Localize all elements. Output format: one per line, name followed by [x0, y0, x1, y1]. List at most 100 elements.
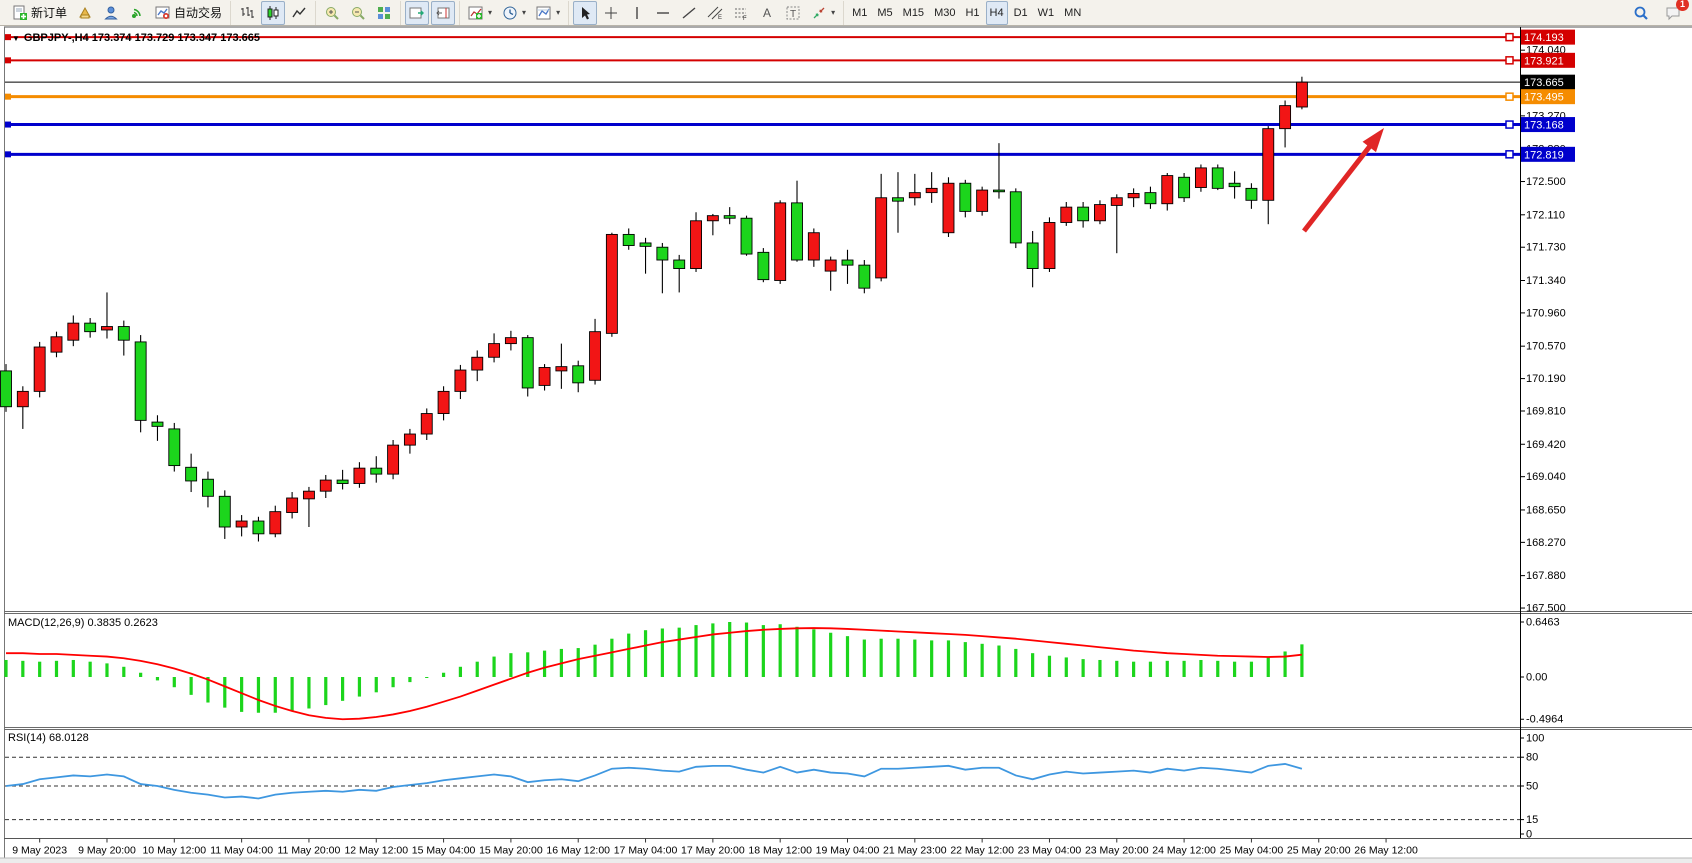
macd-histogram-bar [122, 666, 126, 677]
market-button[interactable] [73, 1, 97, 25]
macd-histogram-bar [660, 628, 664, 677]
timeframe-tf-m15[interactable]: M15 [899, 1, 928, 25]
equidistant-channel-button[interactable]: E [703, 1, 727, 25]
toolbar-right: 1 [1628, 0, 1689, 26]
annotation-arrow-head[interactable] [1362, 128, 1384, 153]
candle-body-bull [690, 220, 702, 269]
macd-histogram-bar [256, 677, 261, 713]
price-badge-label: 174.193 [1524, 32, 1564, 44]
text-button[interactable]: A [755, 1, 779, 25]
horizontal-line-button[interactable] [651, 1, 675, 25]
arrows-tool-dropdown-icon[interactable]: ▾ [831, 8, 836, 17]
price-tick-label: 170.570 [1526, 341, 1566, 353]
rsi-line [5, 763, 1303, 800]
auto-scroll-button[interactable] [405, 0, 430, 25]
price-tick-label: 172.500 [1526, 176, 1566, 188]
macd-histogram-bar [374, 677, 378, 693]
community-button[interactable] [99, 1, 123, 25]
macd-histogram-bar [526, 652, 530, 677]
indicators-button[interactable]: ▾ [464, 1, 496, 25]
zoom-in-button[interactable] [320, 1, 344, 25]
line-handle-right-173.495[interactable] [1505, 92, 1514, 101]
periods-dropdown-icon[interactable]: ▾ [522, 8, 527, 17]
templates-button[interactable]: ▾ [532, 1, 564, 25]
line-handle-right-172.819[interactable] [1505, 150, 1514, 159]
price-badge-label: 172.819 [1524, 149, 1564, 161]
timeframe-tf-m30[interactable]: M30 [930, 1, 959, 25]
price-badge [1521, 89, 1575, 105]
arrows-tool-button[interactable]: ▾ [807, 1, 839, 25]
arrows-tool-icon [811, 5, 827, 21]
macd-histogram-bar [307, 677, 311, 709]
signals-button[interactable] [125, 1, 149, 25]
vertical-line-button[interactable] [625, 1, 649, 25]
macd-histogram-bar [21, 660, 25, 677]
price-tick-label: 171.730 [1526, 242, 1566, 254]
candle-body-bear [84, 322, 97, 333]
line-handle-left-173.168[interactable] [5, 121, 11, 128]
toolbar-group-0: 新订单 自动交易 [4, 0, 232, 25]
tile-windows-button[interactable] [372, 1, 396, 25]
templates-dropdown-icon[interactable]: ▾ [556, 8, 561, 17]
candlesticks-button[interactable] [261, 0, 286, 25]
timeframe-tf-h4[interactable]: H4 [985, 0, 1008, 25]
cursor-button[interactable] [573, 0, 598, 25]
equidistant-channel-icon: E [707, 5, 723, 21]
timeframe-tf-m1[interactable]: M1 [848, 1, 871, 25]
line-handle-left-174.193[interactable] [5, 34, 11, 41]
timeframe-tf-d1[interactable]: D1 [1010, 1, 1032, 25]
candle-body-bull [1279, 105, 1292, 130]
indicators-dropdown-icon[interactable]: ▾ [488, 8, 493, 17]
toolbar-group-3 [401, 0, 461, 25]
candle-body-bear [336, 479, 349, 484]
tf-d1-label: D1 [1013, 6, 1028, 19]
line-handle-left-173.495[interactable] [5, 93, 11, 100]
macd-histogram-bar [324, 677, 328, 706]
macd-histogram-bar [1216, 660, 1220, 677]
candle-body-bull [16, 390, 29, 408]
toolbar-group-1 [231, 0, 317, 25]
macd-histogram-bar [223, 677, 227, 708]
candle-body-bear [572, 365, 585, 384]
timeframe-tf-w1[interactable]: W1 [1034, 1, 1059, 25]
text-label-button[interactable]: T [781, 1, 805, 25]
toolbar-group-6: M1 M5 M15 M30 H1 H4 D1 W1 MN [844, 0, 1089, 25]
trendline-button[interactable] [677, 1, 701, 25]
new-order-button[interactable]: 新订单 [8, 1, 71, 25]
line-handle-right-173.921[interactable] [1505, 56, 1514, 65]
line-chart-button[interactable] [287, 1, 311, 25]
candle-body-bull [1161, 175, 1174, 205]
periods-button[interactable]: ▾ [498, 1, 530, 25]
autotrading-button[interactable]: 自动交易 [151, 1, 226, 25]
timeframe-tf-mn[interactable]: MN [1060, 1, 1085, 25]
candle-body-bear [959, 182, 972, 212]
macd-histogram-bar [1115, 660, 1119, 677]
crosshair-button[interactable] [599, 1, 623, 25]
time-tick-label: 10 May 12:00 [142, 845, 206, 857]
macd-histogram-bar [273, 677, 277, 713]
timeframe-tf-m5[interactable]: M5 [873, 1, 896, 25]
search-button[interactable] [1629, 1, 1653, 25]
price-tick-label: 170.190 [1526, 373, 1566, 385]
chart-shift-button[interactable] [431, 0, 456, 25]
macd-histogram-bar [1132, 661, 1136, 677]
annotation-arrow-shaft[interactable] [1302, 142, 1374, 233]
candle-body-bear [252, 520, 265, 535]
bar-chart-button[interactable] [235, 1, 259, 25]
time-tick-label: 19 May 04:00 [816, 845, 880, 857]
timeframe-tf-h1[interactable]: H1 [961, 1, 983, 25]
candle-body-bull [302, 490, 315, 500]
macd-histogram-bar [1098, 659, 1102, 677]
candle-body-bull [454, 369, 467, 392]
zoom-out-button[interactable] [346, 1, 370, 25]
macd-histogram-bar [744, 622, 749, 677]
candle-body-bear [1178, 176, 1191, 199]
line-handle-right-174.193[interactable] [1505, 32, 1514, 42]
notifications-button[interactable]: 1 [1661, 0, 1689, 25]
bar-chart-icon [239, 5, 255, 21]
line-handle-left-173.921[interactable] [5, 57, 11, 64]
line-handle-left-172.819[interactable] [5, 151, 11, 158]
fibonacci-button[interactable]: F [729, 1, 753, 25]
line-handle-right-173.168[interactable] [1505, 120, 1514, 129]
rsi-tick-label: 0 [1526, 829, 1532, 841]
